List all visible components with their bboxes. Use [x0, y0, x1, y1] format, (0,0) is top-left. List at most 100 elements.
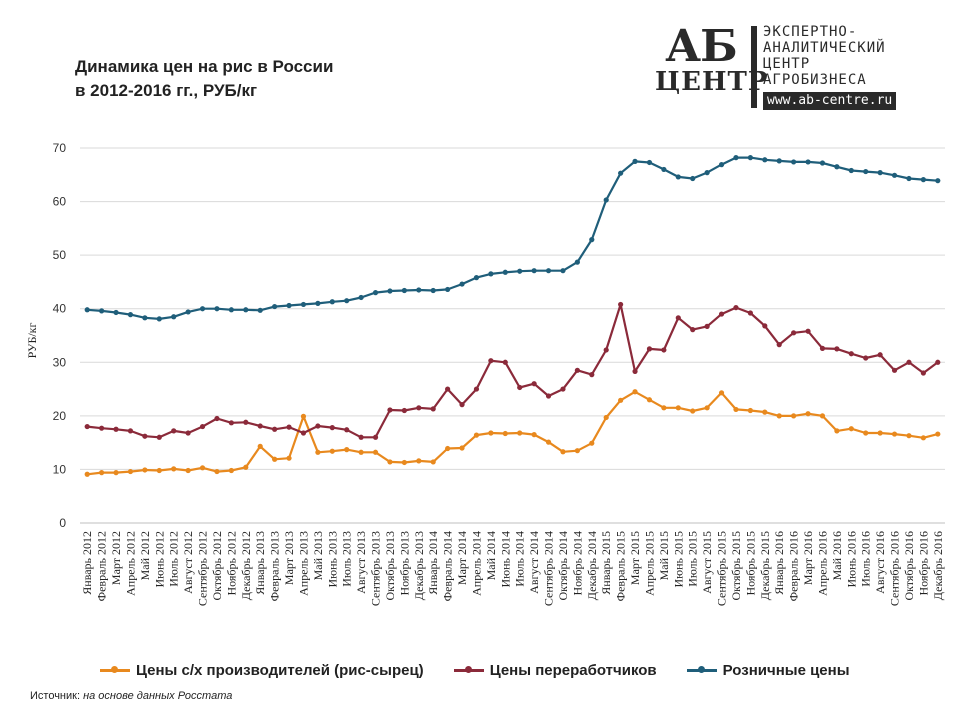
data-point-s0: [877, 430, 883, 436]
data-point-s2: [459, 281, 465, 287]
data-point-s2: [632, 158, 638, 164]
x-tick-label: Февраль 2012: [95, 531, 109, 601]
data-point-s0: [906, 433, 912, 439]
x-tick-label: Август 2014: [527, 531, 541, 594]
x-tick-label: Декабрь 2012: [239, 531, 253, 600]
data-point-s0: [935, 431, 941, 437]
data-point-s0: [560, 449, 566, 455]
data-point-s0: [589, 440, 595, 446]
legend-swatch-retail: [686, 665, 717, 673]
data-point-s2: [156, 316, 162, 322]
y-tick-label: 20: [53, 409, 67, 423]
data-point-s0: [459, 445, 465, 451]
series-line-2: [87, 156, 938, 320]
x-tick-label: Декабрь 2013: [412, 531, 426, 600]
x-tick-label: Октябрь 2015: [729, 531, 743, 601]
data-point-s1: [733, 305, 739, 311]
data-point-s1: [502, 359, 508, 365]
x-tick-label: Июль 2013: [340, 531, 354, 587]
legend-swatch-producers: [100, 665, 130, 673]
x-tick-label: Август 2015: [700, 531, 714, 594]
data-point-s0: [257, 443, 263, 449]
chart-title-line2: в 2012-2016 гг., РУБ/кг: [75, 81, 258, 100]
x-tick-label: Июль 2012: [167, 531, 181, 587]
data-point-s1: [156, 434, 162, 440]
legend-item-producers: Цены с/х производителей (рис-сырец): [100, 662, 424, 679]
x-tick-label: Июнь 2013: [325, 531, 339, 588]
x-tick-label: Апрель 2012: [123, 531, 137, 596]
data-point-s2: [574, 259, 580, 265]
x-tick-label: Октябрь 2013: [383, 531, 397, 601]
data-point-s1: [387, 407, 393, 413]
data-point-s2: [834, 164, 840, 170]
data-point-s1: [473, 386, 480, 392]
data-point-s1: [791, 330, 797, 336]
data-point-s0: [156, 467, 162, 474]
data-point-s0: [675, 405, 681, 411]
data-point-s0: [185, 467, 191, 474]
data-point-s2: [618, 170, 624, 176]
data-point-s1: [574, 367, 580, 373]
logo-text-line1: ЭКСПЕРТНО-: [763, 24, 858, 40]
data-point-s2: [891, 172, 898, 178]
x-tick-label: Май 2015: [657, 531, 671, 580]
data-point-s2: [718, 162, 725, 168]
logo-text-line2: АНАЛИТИЧЕСКИЙ: [763, 40, 886, 56]
data-point-s1: [690, 327, 696, 333]
x-tick-label: Май 2014: [484, 531, 498, 580]
data-point-s2: [358, 294, 364, 301]
logo-divider: [751, 26, 757, 108]
data-point-s2: [646, 159, 653, 166]
y-tick-label: 60: [53, 195, 67, 209]
data-point-s0: [791, 413, 797, 419]
data-point-s0: [445, 445, 451, 452]
data-point-s2: [545, 268, 552, 274]
data-point-s1: [113, 426, 119, 432]
data-point-s0: [718, 390, 725, 396]
data-point-s0: [358, 449, 364, 455]
data-point-s2: [819, 160, 826, 166]
legend-swatch-processors: [453, 665, 484, 673]
data-point-s1: [243, 419, 249, 425]
data-point-s1: [99, 425, 105, 431]
data-point-s0: [891, 431, 898, 437]
data-point-s1: [416, 405, 422, 411]
data-point-s2: [920, 177, 926, 183]
data-point-s1: [848, 351, 854, 357]
data-point-s2: [84, 307, 90, 313]
data-point-s1: [171, 428, 177, 434]
x-tick-label: Июль 2015: [686, 531, 700, 587]
x-tick-label: Сентябрь 2012: [196, 531, 210, 606]
data-point-s1: [199, 423, 206, 430]
y-tick-label: 30: [53, 355, 67, 369]
x-tick-label: Январь 2016: [772, 531, 786, 595]
y-tick-label: 50: [53, 248, 67, 262]
data-point-s2: [791, 159, 797, 165]
data-point-s0: [545, 439, 552, 445]
x-tick-label: Октябрь 2016: [902, 531, 916, 601]
x-tick-label: Сентябрь 2014: [542, 531, 556, 606]
data-point-s1: [315, 423, 321, 429]
data-point-s1: [675, 315, 681, 321]
x-tick-label: Июнь 2012: [152, 531, 166, 588]
data-point-s2: [589, 237, 595, 243]
data-point-s0: [416, 458, 422, 464]
data-point-s2: [935, 178, 941, 184]
data-point-s2: [531, 268, 537, 274]
data-point-s2: [286, 302, 292, 309]
data-point-s0: [344, 447, 350, 453]
x-tick-label: Июль 2014: [513, 531, 527, 587]
x-tick-label: Март 2016: [801, 531, 815, 585]
data-point-s0: [762, 409, 768, 415]
data-point-s1: [401, 407, 407, 414]
x-tick-label: Ноябрь 2016: [916, 531, 930, 596]
data-point-s2: [906, 175, 912, 182]
data-point-s2: [315, 300, 321, 306]
data-point-s2: [805, 159, 811, 165]
data-point-s1: [430, 406, 436, 412]
data-point-s1: [459, 402, 465, 408]
y-axis-title: РУБ/кг: [25, 323, 39, 359]
x-tick-label: Январь 2012: [80, 531, 94, 595]
data-point-s1: [300, 430, 307, 436]
